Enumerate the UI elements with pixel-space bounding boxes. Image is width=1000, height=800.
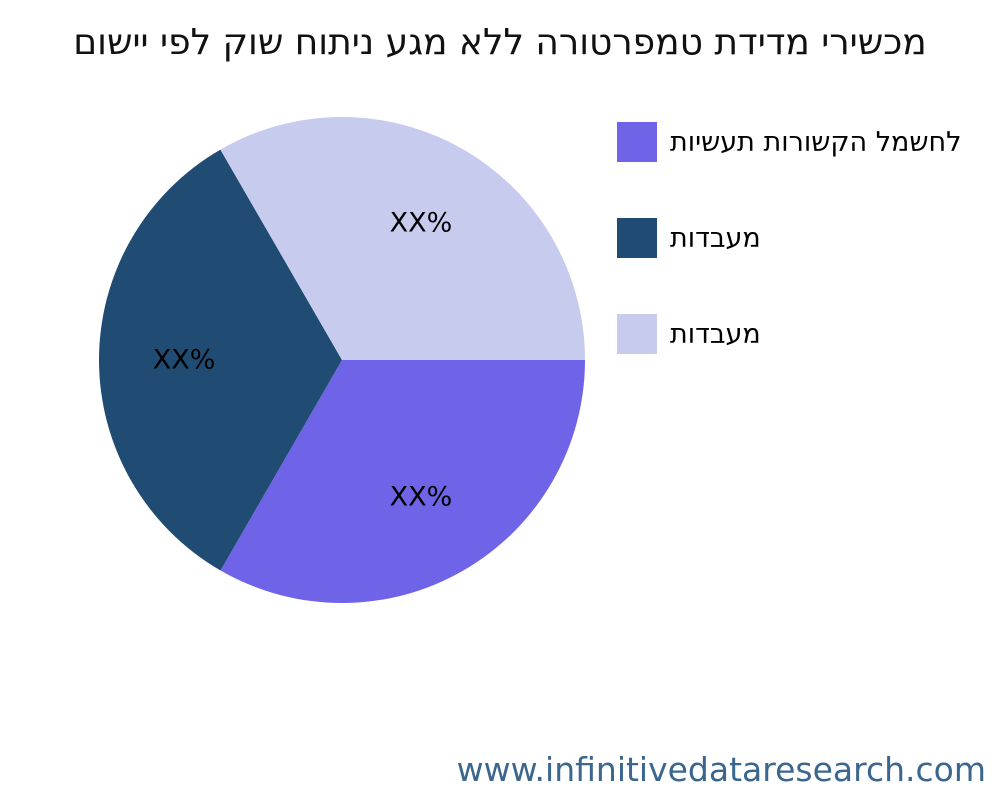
legend-label-1: מעבדות — [670, 222, 761, 254]
legend-item-2: מעבדות — [617, 314, 962, 354]
legend-label-0: לחשמל הקשורות תעשיות — [670, 126, 962, 158]
chart-title: מכשירי מדידת טמפרטורה ללא מגע ניתוח שוק … — [73, 22, 927, 63]
pie-slice-1 — [99, 149, 343, 571]
slice-percent-label-0: XX% — [389, 481, 453, 513]
slice-percent-label-1: XX% — [152, 344, 216, 376]
pie-slice-2 — [220, 117, 585, 360]
legend-swatch-2 — [617, 314, 657, 354]
legend-item-0: לחשמל הקשורות תעשיות — [617, 122, 962, 162]
legend-label-2: מעבדות — [670, 318, 761, 350]
legend: לחשמל הקשורות תעשיות מעבדות מעבדות — [617, 122, 962, 410]
legend-item-1: מעבדות — [617, 218, 962, 258]
legend-swatch-1 — [617, 218, 657, 258]
pie-chart: XX% XX% XX% — [99, 117, 585, 603]
slice-percent-label-2: XX% — [389, 207, 453, 239]
source-url: www.infinitivedataresearch.com — [456, 750, 986, 789]
pie-svg — [99, 117, 585, 603]
legend-swatch-0 — [617, 122, 657, 162]
pie-slice-0 — [220, 360, 585, 603]
